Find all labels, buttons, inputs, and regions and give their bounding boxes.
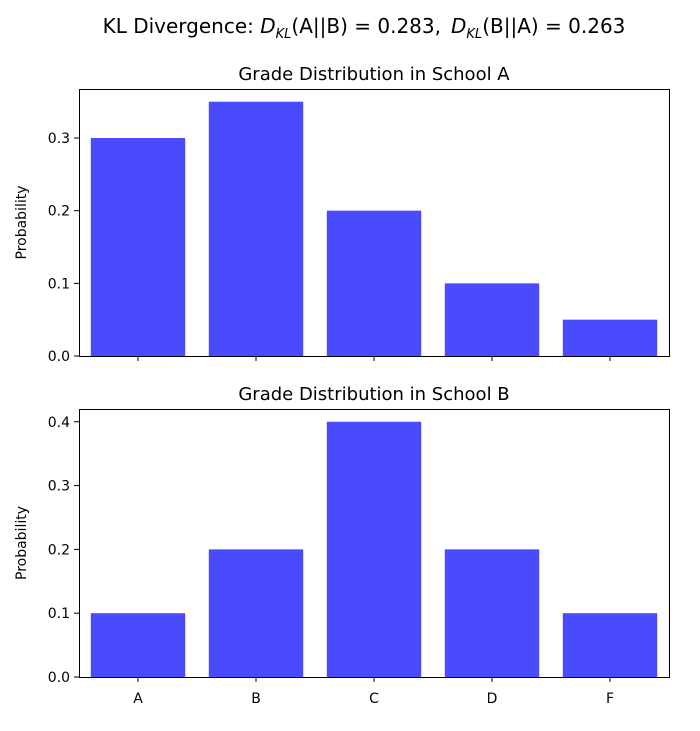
- bar-d: [444, 549, 540, 677]
- bar-c: [326, 210, 422, 356]
- x-tick-label: C: [369, 691, 379, 707]
- chart-panel-school-b: 0.0 0.1 0.2 0.3 0.4 A B C D F Grade Distribution i…: [14, 384, 670, 707]
- y-tick-label: 0.1: [48, 606, 70, 622]
- y-tick-label: 0.0: [48, 670, 70, 686]
- figure-title: KL Divergence: DKL(A||B) = 0.283, DKL(B||…: [103, 14, 626, 42]
- x-tick-label: B: [251, 691, 261, 707]
- bar-b: [208, 549, 304, 677]
- bar-a: [90, 613, 186, 677]
- y-tick-label: 0.0: [48, 349, 70, 365]
- y-tick-label: 0.2: [48, 542, 70, 558]
- bar-f: [562, 319, 658, 356]
- x-tick-label: A: [133, 691, 143, 707]
- chart-title: Grade Distribution in School B: [238, 384, 509, 405]
- bar-f: [562, 613, 658, 677]
- y-tick-label: 0.2: [48, 204, 70, 220]
- y-tick-label: 0.3: [48, 131, 70, 147]
- bar-d: [444, 283, 540, 356]
- y-tick-label: 0.3: [48, 479, 70, 495]
- chart-title: Grade Distribution in School A: [238, 64, 510, 85]
- y-tick-label: 0.4: [48, 415, 70, 431]
- x-tick-label: D: [487, 691, 498, 707]
- bar-a: [90, 138, 186, 356]
- bar-c: [326, 421, 422, 677]
- y-tick-label: 0.1: [48, 276, 70, 292]
- y-axis-label: Probability: [14, 506, 30, 580]
- y-axis-label: Probability: [14, 185, 30, 259]
- chart-panel-school-a: 0.0 0.1 0.2 0.3 Grade Distribution in School…: [14, 64, 670, 365]
- bar-b: [208, 101, 304, 357]
- x-tick-label: F: [606, 691, 614, 707]
